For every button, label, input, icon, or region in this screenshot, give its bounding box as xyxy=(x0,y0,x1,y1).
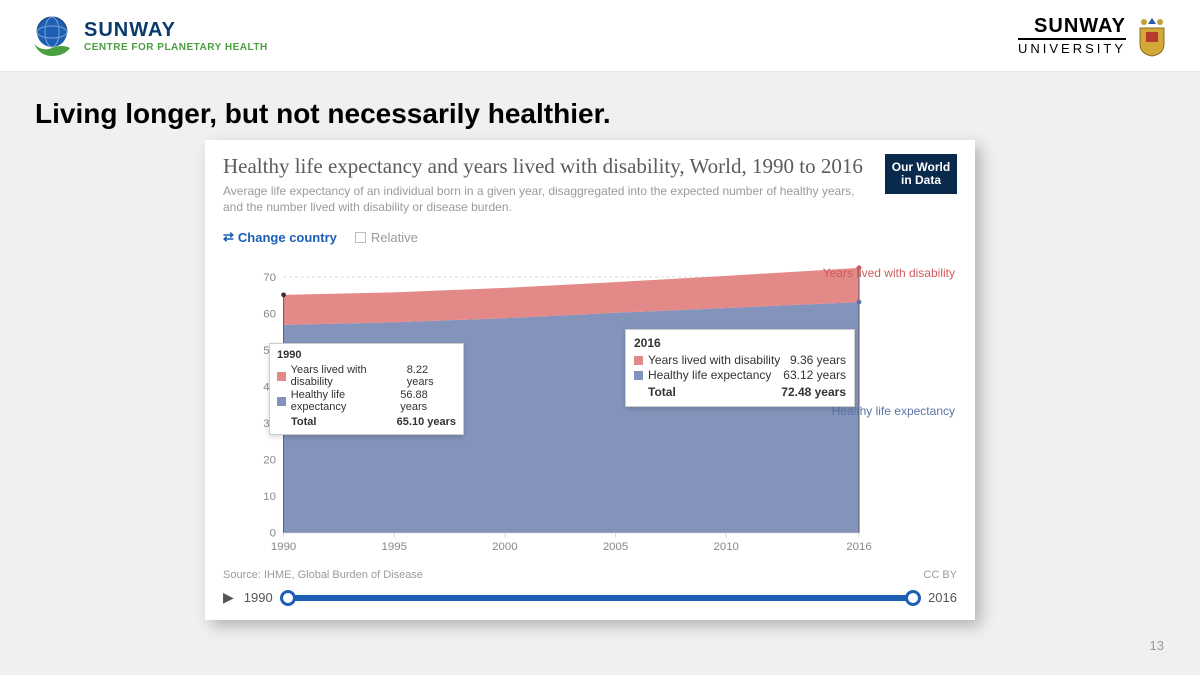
svg-text:10: 10 xyxy=(263,491,276,503)
tooltip-year: 2016 xyxy=(634,336,846,350)
tooltip-value: 63.12 years xyxy=(783,368,846,382)
change-country-button[interactable]: ⇄ Change country xyxy=(223,229,337,245)
brand-title: SUNWAY xyxy=(84,19,268,42)
tooltip-total: Total 72.48 years xyxy=(634,385,846,399)
tooltip-label: Years lived with disability xyxy=(291,364,407,388)
uni-title: SUNWAY xyxy=(1018,15,1126,38)
svg-text:1995: 1995 xyxy=(382,541,407,553)
tooltip-2016: 2016 Years lived with disability 9.36 ye… xyxy=(625,329,855,407)
svg-text:60: 60 xyxy=(263,309,276,321)
tooltip-total: Total 65.10 years xyxy=(277,416,456,428)
tooltip-total-value: 72.48 years xyxy=(781,385,846,399)
swatch-icon xyxy=(634,356,643,365)
chart-title: Healthy life expectancy and years lived … xyxy=(223,154,863,179)
chart-description: Average life expectancy of an individual… xyxy=(223,183,863,215)
svg-text:2016: 2016 xyxy=(846,541,871,553)
swap-icon: ⇄ xyxy=(223,229,234,245)
brand-subtitle: CENTRE FOR PLANETARY HEALTH xyxy=(84,42,268,53)
tooltip-label: Healthy life expectancy xyxy=(291,389,401,413)
play-icon[interactable]: ▶ xyxy=(223,589,234,606)
owid-badge: Our World in Data xyxy=(885,154,957,194)
timeline-handle-end[interactable] xyxy=(905,590,921,606)
svg-text:1990: 1990 xyxy=(271,541,296,553)
series-label-disability: Years lived with disability xyxy=(823,267,955,281)
tooltip-value: 8.22 years xyxy=(407,364,456,388)
timeline-track[interactable] xyxy=(283,595,918,601)
tooltip-row: Years lived with disability 9.36 years xyxy=(634,353,846,367)
tooltip-total-label: Total xyxy=(291,416,316,428)
tooltip-label: Years lived with disability xyxy=(648,353,780,367)
tooltip-total-value: 65.10 years xyxy=(397,416,456,428)
timeline-start: 1990 xyxy=(244,590,273,605)
change-country-label: Change country xyxy=(238,230,337,245)
svg-text:70: 70 xyxy=(263,272,276,284)
logo-university: SUNWAY UNIVERSITY xyxy=(1018,14,1170,58)
timeline-end: 2016 xyxy=(928,590,957,605)
tooltip-value: 9.36 years xyxy=(790,353,846,367)
plot-area: 010203040506070199019952000200520102016 … xyxy=(255,253,859,561)
tooltip-row: Healthy life expectancy 56.88 years xyxy=(277,389,456,413)
tooltip-row: Years lived with disability 8.22 years xyxy=(277,364,456,388)
svg-text:2005: 2005 xyxy=(603,541,628,553)
tooltip-total-label: Total xyxy=(648,385,676,399)
svg-text:0: 0 xyxy=(270,528,276,540)
crest-icon xyxy=(1134,14,1170,58)
swatch-icon xyxy=(277,372,286,381)
logo-planetary-health: SUNWAY CENTRE FOR PLANETARY HEALTH xyxy=(30,14,268,58)
tooltip-label: Healthy life expectancy xyxy=(648,368,771,382)
tooltip-1990: 1990 Years lived with disability 8.22 ye… xyxy=(269,343,464,435)
tooltip-value: 56.88 years xyxy=(400,389,456,413)
svg-text:20: 20 xyxy=(263,455,276,467)
timeline-handle-start[interactable] xyxy=(280,590,296,606)
tooltip-row: Healthy life expectancy 63.12 years xyxy=(634,368,846,382)
relative-checkbox[interactable]: Relative xyxy=(355,230,418,245)
timeline-slider[interactable]: ▶ 1990 2016 xyxy=(223,589,957,606)
uni-subtitle: UNIVERSITY xyxy=(1018,38,1126,56)
svg-text:2000: 2000 xyxy=(492,541,517,553)
swatch-icon xyxy=(634,371,643,380)
page-number: 13 xyxy=(1150,638,1164,653)
swatch-icon xyxy=(277,397,286,406)
globe-icon xyxy=(30,14,74,58)
series-label-healthy: Healthy life expectancy xyxy=(832,405,955,419)
slide-title: Living longer, but not necessarily healt… xyxy=(35,98,611,130)
chart-card: Healthy life expectancy and years lived … xyxy=(205,140,975,620)
relative-label: Relative xyxy=(371,230,418,245)
chart-license: CC BY xyxy=(923,569,957,581)
tooltip-year: 1990 xyxy=(277,349,456,361)
header-bar: SUNWAY CENTRE FOR PLANETARY HEALTH SUNWA… xyxy=(0,0,1200,72)
chart-source: Source: IHME, Global Burden of Disease xyxy=(223,569,423,581)
checkbox-icon xyxy=(355,232,366,243)
svg-text:2010: 2010 xyxy=(714,541,739,553)
